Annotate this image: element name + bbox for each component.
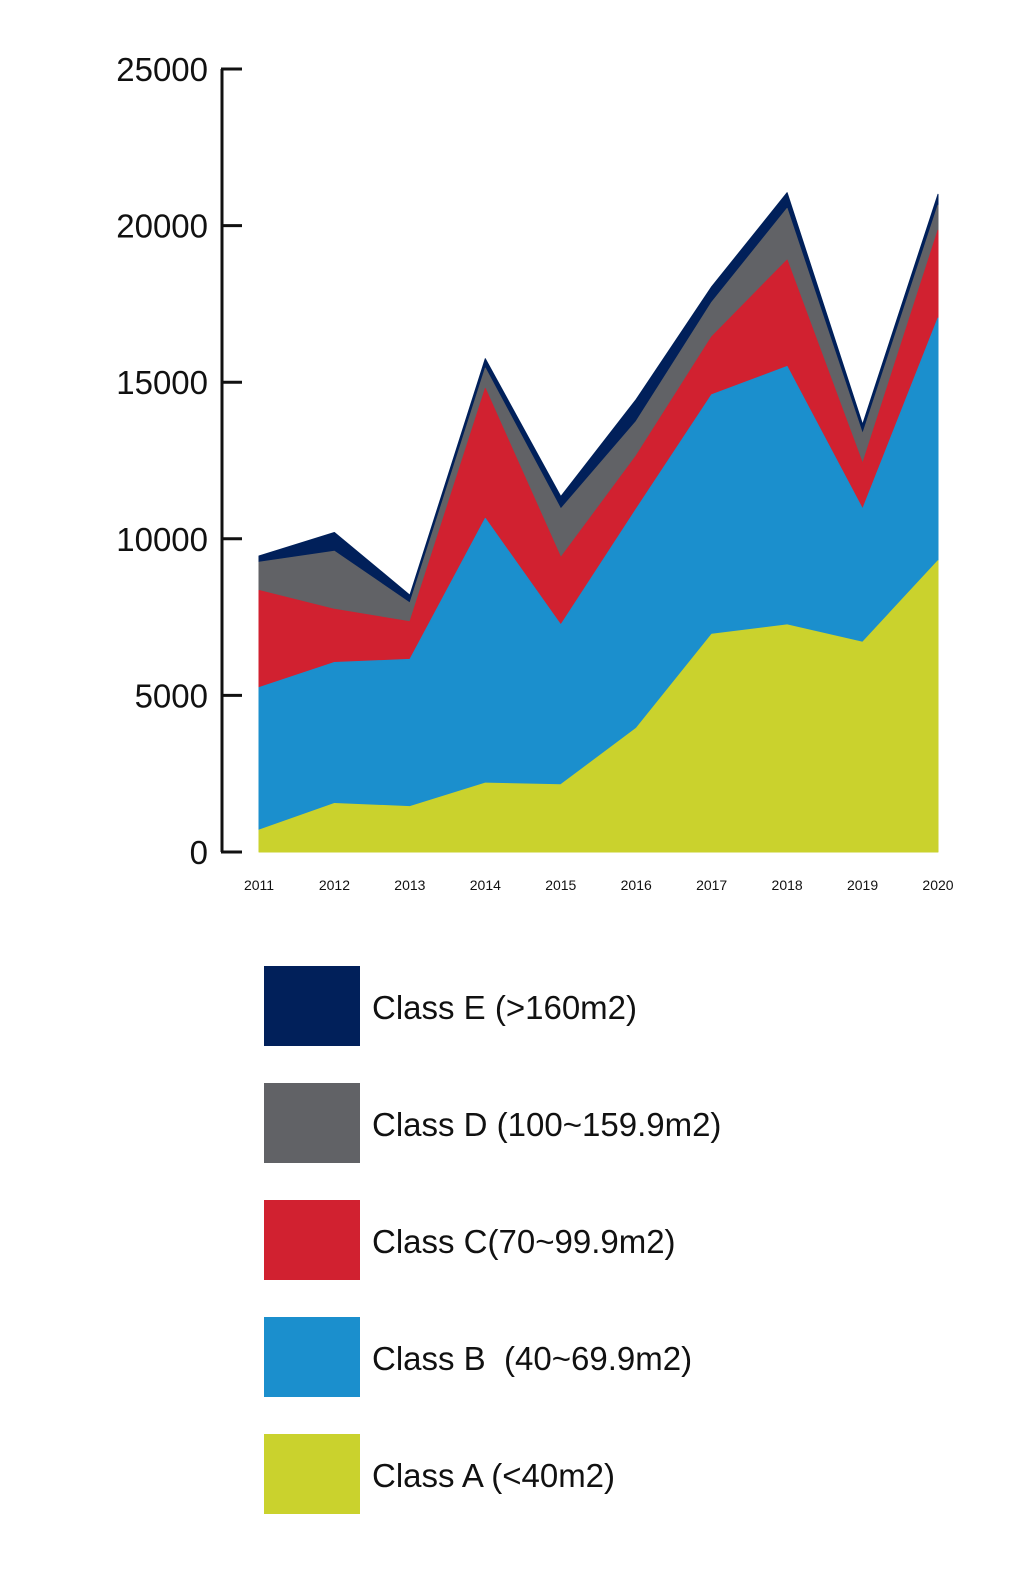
chart-legend: Class E (>160m2) Class D (100~159.9m2) Cla… [264, 966, 864, 1551]
y-tick-label: 15000 [116, 364, 208, 401]
x-tick-label: 2011 [244, 877, 274, 893]
legend-label: Class C(70~99.9m2) [372, 1223, 676, 1260]
x-tick-label: 2016 [621, 877, 652, 893]
x-tick-label: 2014 [470, 877, 501, 893]
x-tick-label: 2015 [545, 877, 576, 893]
x-tick-label: 2012 [319, 877, 350, 893]
legend-swatch [264, 1434, 360, 1514]
legend-swatch [264, 1317, 360, 1397]
y-tick-label: 20000 [116, 208, 208, 245]
legend-item-class-e: Class E (>160m2) [264, 966, 864, 1083]
legend-swatch [264, 1083, 360, 1163]
y-axis-ticks: 0 5000 10000 15000 20000 25000 [116, 51, 242, 871]
x-axis-ticks: 2011 2012 2013 2014 2015 2016 2017 2018 2019 2020 [244, 877, 954, 893]
legend-item-class-c: Class C(70~99.9m2) [264, 1200, 864, 1317]
area-series-a [258, 560, 939, 853]
legend-label: Class E (>160m2) [372, 989, 638, 1026]
legend-label: Class D (100~159.9m2) [372, 1106, 722, 1143]
y-tick-label: 0 [190, 834, 208, 871]
legend-label: Class A (<40m2) [372, 1457, 616, 1494]
legend-item-class-d: Class D (100~159.9m2) [264, 1083, 864, 1200]
legend-label: Class B (40~69.9m2) [372, 1340, 693, 1377]
legend-swatch [264, 966, 360, 1046]
y-tick-label: 10000 [116, 521, 208, 558]
y-tick-label: 25000 [116, 51, 208, 88]
x-tick-label: 2017 [696, 877, 727, 893]
y-tick-label: 5000 [135, 677, 208, 714]
x-tick-label: 2018 [772, 877, 803, 893]
x-tick-label: 2019 [847, 877, 878, 893]
x-tick-label: 2020 [922, 877, 953, 893]
legend-item-class-a: Class A (<40m2) [264, 1434, 864, 1551]
legend-item-class-b: Class B (40~69.9m2) [264, 1317, 864, 1434]
chart-areas [258, 192, 939, 853]
x-tick-label: 2013 [394, 877, 425, 893]
legend-swatch [264, 1200, 360, 1280]
